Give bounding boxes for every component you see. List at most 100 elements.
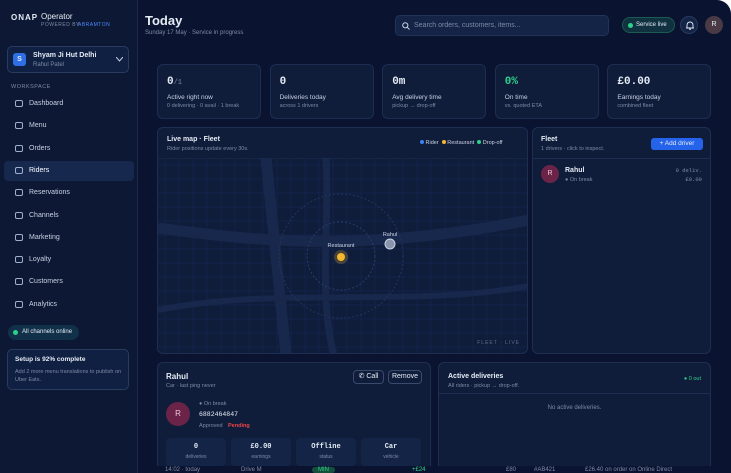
nav-label: Riders: [29, 166, 50, 174]
ticker-item: 14:02 · today: [165, 467, 201, 473]
ticker: 14:02 · today Drive M MIN +£24 £80 #AB421 £26.…: [157, 466, 711, 473]
stat-number: £0.00: [617, 76, 651, 88]
deliveries-badge: ● 0 out: [683, 376, 701, 382]
fleet-title: Fleet: [541, 136, 558, 143]
add-driver-button[interactable]: + Add driver: [651, 138, 703, 150]
stat-suffix: /1: [173, 79, 183, 87]
legend-dot: [441, 140, 446, 144]
page-title: Today: [145, 13, 183, 28]
driver-avatar: R: [541, 165, 559, 183]
badge-text: 0 out: [688, 376, 701, 382]
nav-item[interactable]: Customers: [4, 272, 134, 292]
map: Restaurant Rahul FLEET · LIVE: [158, 158, 527, 353]
nav-item[interactable]: Riders: [4, 160, 134, 181]
bell-icon: [686, 21, 694, 30]
stat-value: 0: [280, 76, 287, 88]
stat-note: across 1 drivers: [279, 103, 319, 109]
driver-detail-subtitle: Car · last ping never: [166, 383, 216, 389]
nav-label: Marketing: [29, 233, 60, 241]
powered-by: POWERED BY: [41, 22, 80, 28]
search-box[interactable]: Search orders, customers, items...: [395, 15, 609, 36]
nav-label: Analytics: [29, 300, 58, 308]
stat-label: On time: [504, 94, 528, 101]
setup-card[interactable]: Setup is 92% complete Add 2 more menu tr…: [7, 349, 129, 390]
stat-value: £0.00: [617, 76, 650, 88]
nav-label: Customers: [29, 278, 63, 286]
nav-icon: [15, 122, 23, 130]
stat-label: Deliveries today: [279, 94, 326, 101]
fleet-subtitle: 1 drivers · click to inspect.: [541, 146, 605, 152]
setup-text: Add 2 more menu translations to publish …: [15, 369, 122, 383]
ticker-item: MIN: [312, 467, 335, 473]
stat-number: 0: [167, 76, 174, 88]
stat-card: 0m Avg delivery time pickup → drop-off: [382, 64, 487, 119]
nav-item[interactable]: Channels: [4, 206, 134, 226]
nav-item[interactable]: Reservations: [4, 183, 134, 203]
stat-card: 0% On time vs. quoted ETA: [494, 64, 599, 119]
nav-item[interactable]: Loyalty: [4, 250, 134, 270]
store-switcher[interactable]: S Shyam Ji Hut Delhi Rahul Patel: [7, 46, 129, 73]
ticker-item: #AB421: [534, 467, 556, 473]
legend-dot: [477, 140, 482, 144]
driver-status-text: On break: [569, 177, 593, 183]
divider: [439, 393, 710, 394]
nav-icon: [15, 300, 23, 308]
nav-item[interactable]: Menu: [4, 116, 134, 136]
nav-icon: [15, 189, 23, 197]
map-footer: FLEET · LIVE: [477, 340, 520, 346]
nav-icon: [15, 256, 23, 264]
stat-label: Active right now: [167, 94, 213, 101]
stat-value: 0m: [392, 76, 405, 88]
driver-stat-value: Offline: [311, 443, 341, 451]
call-button[interactable]: ✆ Call: [353, 370, 384, 384]
status-dot: [13, 330, 18, 335]
stat-number: 0%: [504, 76, 518, 88]
brand-name: ONAP: [11, 13, 39, 22]
nav-item[interactable]: Dashboard: [4, 94, 134, 114]
status-text: All channels online: [22, 329, 73, 335]
restaurant-marker[interactable]: [337, 253, 345, 261]
stat-number: 0m: [392, 76, 406, 88]
page-subtitle: Sunday 17 May · Service in progress: [145, 30, 244, 36]
rider-marker[interactable]: [384, 238, 396, 250]
nav-label: Loyalty: [29, 256, 52, 264]
chevron: [116, 57, 123, 62]
nav-item[interactable]: Orders: [4, 139, 134, 159]
rider-label: Rahul: [383, 232, 397, 238]
service-pill[interactable]: Service live: [622, 17, 675, 33]
nav-icon: [15, 166, 23, 174]
driver-earnings: £0.00: [685, 176, 702, 183]
legend-label: Drop-off: [482, 140, 503, 146]
stat-value: 0/1: [167, 76, 182, 88]
map-title: Live map · Fleet: [167, 136, 220, 143]
driver-row[interactable]: R Rahul ● On break 0 deliv. £0.00: [533, 159, 710, 189]
stat-note: vs. quoted ETA: [504, 103, 542, 109]
driver-detail-name: Rahul: [166, 372, 189, 381]
nav-icon: [15, 211, 23, 219]
stat-number: 0: [279, 76, 287, 88]
user-avatar[interactable]: R: [705, 16, 723, 34]
service-text: Service live: [636, 22, 667, 28]
driver-phone: 6882464847: [199, 411, 239, 418]
service-dot: [628, 23, 633, 28]
company: ABRAMTON: [78, 22, 111, 28]
driver-detail-status-text: On break: [203, 401, 227, 407]
ticker-item: £26.40 on order on Online Direct: [585, 467, 673, 473]
notifications[interactable]: [680, 16, 698, 34]
driver-status: ● On break: [565, 177, 593, 183]
radius-ring: [306, 221, 376, 291]
radius-ring: [278, 193, 404, 319]
store-initial: S: [13, 53, 26, 66]
remove-button[interactable]: Remove: [388, 370, 422, 384]
driver-detail-status: ● On break: [199, 401, 227, 407]
setup-title: Setup is 92% complete: [15, 356, 86, 363]
nav-item[interactable]: Analytics: [4, 295, 134, 315]
roads: [158, 158, 527, 353]
stat-value: 0%: [505, 76, 518, 88]
nav-item[interactable]: Marketing: [4, 228, 134, 248]
stat-note: combined fleet: [617, 103, 654, 109]
stat-label: Avg delivery time: [392, 94, 442, 101]
driver-stat-label: status: [319, 454, 333, 460]
deliveries-subtitle: All riders · pickup → drop-off.: [448, 383, 520, 389]
driver-stat: £0.00 earnings: [231, 438, 291, 466]
